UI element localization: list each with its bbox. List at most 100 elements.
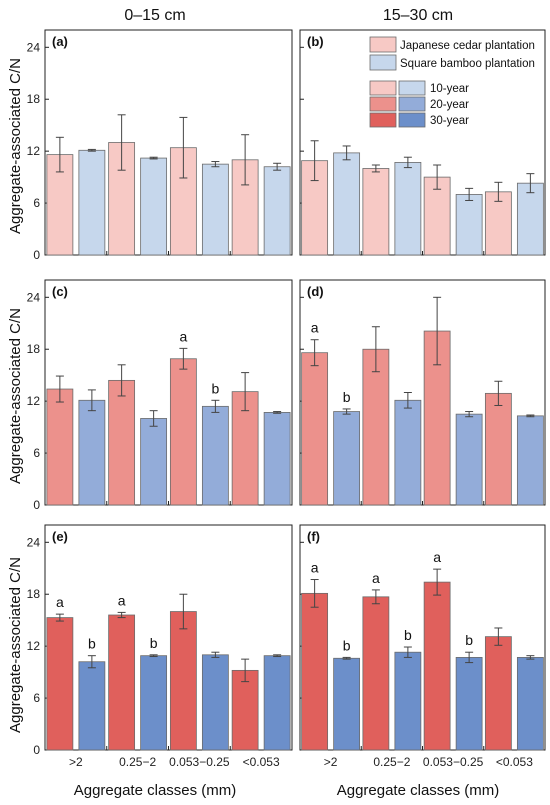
x-tick-label: <0.053	[496, 755, 533, 769]
legend-swatch-bamboo-age	[398, 112, 426, 128]
panel-c: 0 6 12 18 24 (c) a b	[27, 279, 293, 512]
bar-bamboo	[455, 657, 483, 751]
bar-bamboo	[201, 654, 229, 751]
significance-letter: a	[56, 594, 64, 610]
bar-bamboo	[140, 655, 168, 751]
bar-cedar	[108, 379, 136, 506]
panel-f: (f) a b >2 a b 0.25−2 a b 0.053−0.25 <0.053	[299, 524, 546, 769]
legend-swatch-cedar-age	[369, 112, 397, 128]
significance-letter: b	[343, 389, 351, 405]
bar-bamboo	[333, 152, 361, 256]
y-tick-label: 24	[27, 40, 41, 54]
x-tick-label: >2	[69, 755, 83, 769]
significance-letter: b	[404, 627, 412, 643]
significance-letter: a	[311, 320, 319, 336]
bar-cedar	[362, 168, 390, 256]
bar-cedar	[301, 352, 329, 506]
significance-letter: b	[150, 635, 158, 651]
y-tick-label: 18	[27, 342, 41, 356]
bar-bamboo	[78, 661, 106, 751]
bar-cedar	[108, 142, 136, 256]
panel-a: 0 6 12 18 24 (a)	[27, 29, 293, 262]
significance-letter: a	[372, 570, 380, 586]
bar-cedar	[484, 392, 512, 506]
legend-label-bamboo: Square bamboo plantation	[400, 58, 535, 70]
x-tick-label: <0.053	[243, 755, 280, 769]
bar-bamboo	[455, 413, 483, 506]
column-header-15-30: 15–30 cm	[383, 7, 453, 24]
bar-cedar	[46, 388, 74, 506]
xlabel-right: Aggregate classes (mm)	[337, 782, 500, 799]
bar-bamboo	[333, 657, 361, 751]
bar-cedar	[169, 611, 197, 751]
ylabel-row-2: Aggregate-associated C/N	[7, 308, 24, 484]
legend-swatch-bamboo-age	[398, 96, 426, 112]
bar-cedar	[423, 176, 451, 256]
panel-label: (b)	[307, 34, 324, 49]
bar-bamboo	[516, 415, 544, 506]
legend-swatch-cedar-age	[369, 96, 397, 112]
panel-label: (a)	[52, 34, 68, 49]
ylabel-row-1: Aggregate-associated C/N	[7, 58, 24, 234]
x-tick-label: 0.053−0.25	[423, 755, 484, 769]
bar-bamboo	[140, 418, 168, 506]
y-tick-label: 12	[27, 639, 41, 653]
bar-bamboo	[140, 157, 168, 256]
significance-letter: b	[343, 637, 351, 653]
y-tick-label: 12	[27, 144, 41, 158]
panel-label: (c)	[52, 284, 68, 299]
legend-label-age: 10-year	[430, 83, 469, 95]
bar-cedar	[169, 358, 197, 506]
panels: 0 6 12 18 24 (a) (b) 0 6 12 18 24 (c) a b (d) a b 0 6 12 18 24…	[27, 29, 546, 769]
legend-label-cedar: Japanese cedar plantation	[400, 40, 535, 52]
bar-cedar	[301, 592, 329, 751]
significance-letter: a	[311, 560, 319, 576]
bar-cedar	[46, 617, 74, 751]
bar-bamboo	[394, 651, 422, 751]
legend: Japanese cedar plantation Square bamboo p…	[369, 36, 535, 128]
x-tick-label: 0.25−2	[373, 755, 410, 769]
panel-label: (d)	[307, 284, 324, 299]
significance-letter: b	[88, 636, 96, 652]
bar-bamboo	[455, 194, 483, 256]
y-tick-label: 6	[33, 691, 40, 705]
xlabel-left: Aggregate classes (mm)	[74, 782, 237, 799]
bar-bamboo	[394, 399, 422, 506]
panel-b: (b)	[299, 29, 546, 256]
column-header-0-15: 0–15 cm	[124, 7, 185, 24]
legend-swatch-bamboo	[369, 54, 397, 71]
bar-cedar	[108, 614, 136, 751]
y-tick-label: 6	[33, 446, 40, 460]
panel-e: 0 6 12 18 24 (e) a b >2 a b 0.25−2 0.053−0.25 <0.053	[27, 524, 293, 769]
bar-bamboo	[516, 657, 544, 751]
x-tick-label: >2	[324, 755, 338, 769]
bar-bamboo	[394, 162, 422, 256]
bar-cedar	[484, 636, 512, 751]
legend-swatch-bamboo-age	[398, 80, 426, 96]
legend-swatch-cedar	[369, 36, 397, 53]
panel-d: (d) a b	[299, 279, 546, 506]
y-tick-label: 18	[27, 587, 41, 601]
y-tick-label: 24	[27, 535, 41, 549]
y-tick-label: 0	[33, 248, 40, 262]
bar-bamboo	[516, 182, 544, 256]
significance-letter: a	[433, 549, 441, 565]
bar-bamboo	[201, 163, 229, 256]
bar-bamboo	[78, 399, 106, 506]
bar-bamboo	[263, 412, 291, 506]
ylabel-text: Aggregate-associated C/N	[7, 58, 24, 234]
bar-bamboo	[263, 655, 291, 751]
legend-label-age: 30-year	[430, 115, 469, 127]
bar-cedar	[362, 348, 390, 506]
ylabel-text: Aggregate-associated C/N	[7, 557, 24, 733]
legend-swatch-cedar-age	[369, 80, 397, 96]
y-tick-label: 6	[33, 196, 40, 210]
bar-bamboo	[263, 166, 291, 256]
bar-bamboo	[78, 149, 106, 256]
bar-cedar	[423, 581, 451, 751]
significance-letter: a	[179, 328, 187, 344]
ylabel-text: Aggregate-associated C/N	[7, 308, 24, 484]
bar-bamboo	[201, 405, 229, 506]
panel-label: (f)	[307, 529, 320, 544]
